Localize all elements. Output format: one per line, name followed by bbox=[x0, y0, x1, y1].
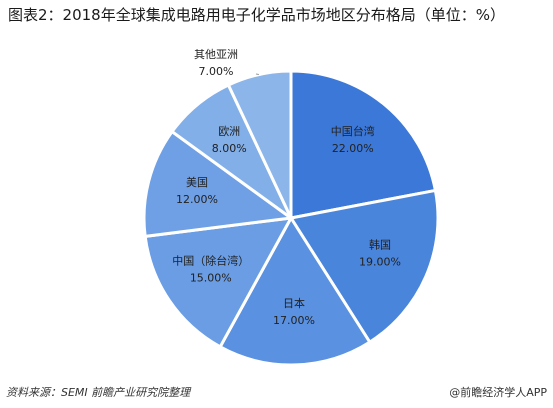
pie-slice bbox=[226, 69, 293, 219]
pie-slice bbox=[143, 216, 294, 349]
pie-slice bbox=[218, 215, 372, 367]
slice-category-label: 其他亚洲 bbox=[194, 48, 238, 61]
slice-value-label: 22.00% bbox=[332, 142, 374, 155]
slice-value-label: 8.00% bbox=[212, 142, 247, 155]
leader-line bbox=[255, 73, 259, 75]
chart-title: 图表2：2018年全球集成电路用电子化学品市场地区分布格局（单位：%） bbox=[8, 6, 505, 24]
slice-value-label: 19.00% bbox=[359, 256, 401, 269]
slice-value-label: 7.00% bbox=[199, 65, 234, 78]
pie-slice bbox=[288, 188, 440, 345]
pie-slice bbox=[142, 129, 295, 239]
slice-value-label: 15.00% bbox=[190, 272, 232, 285]
pie-slice bbox=[289, 69, 438, 220]
slice-value-label: 17.00% bbox=[273, 314, 315, 327]
slice-category-label: 韩国 bbox=[369, 238, 391, 252]
source-note: 资料来源：SEMI 前瞻产业研究院整理 bbox=[6, 386, 191, 399]
slice-category-label: 美国 bbox=[186, 176, 208, 189]
slice-category-label: 日本 bbox=[283, 296, 305, 310]
credit-watermark: @前瞻经济学人APP bbox=[449, 386, 547, 399]
slice-category-label: 中国台湾 bbox=[331, 124, 375, 138]
slice-category-label: 欧洲 bbox=[218, 125, 240, 138]
slice-category-label: 中国（除台湾） bbox=[172, 254, 249, 268]
slice-value-label: 12.00% bbox=[176, 193, 218, 206]
